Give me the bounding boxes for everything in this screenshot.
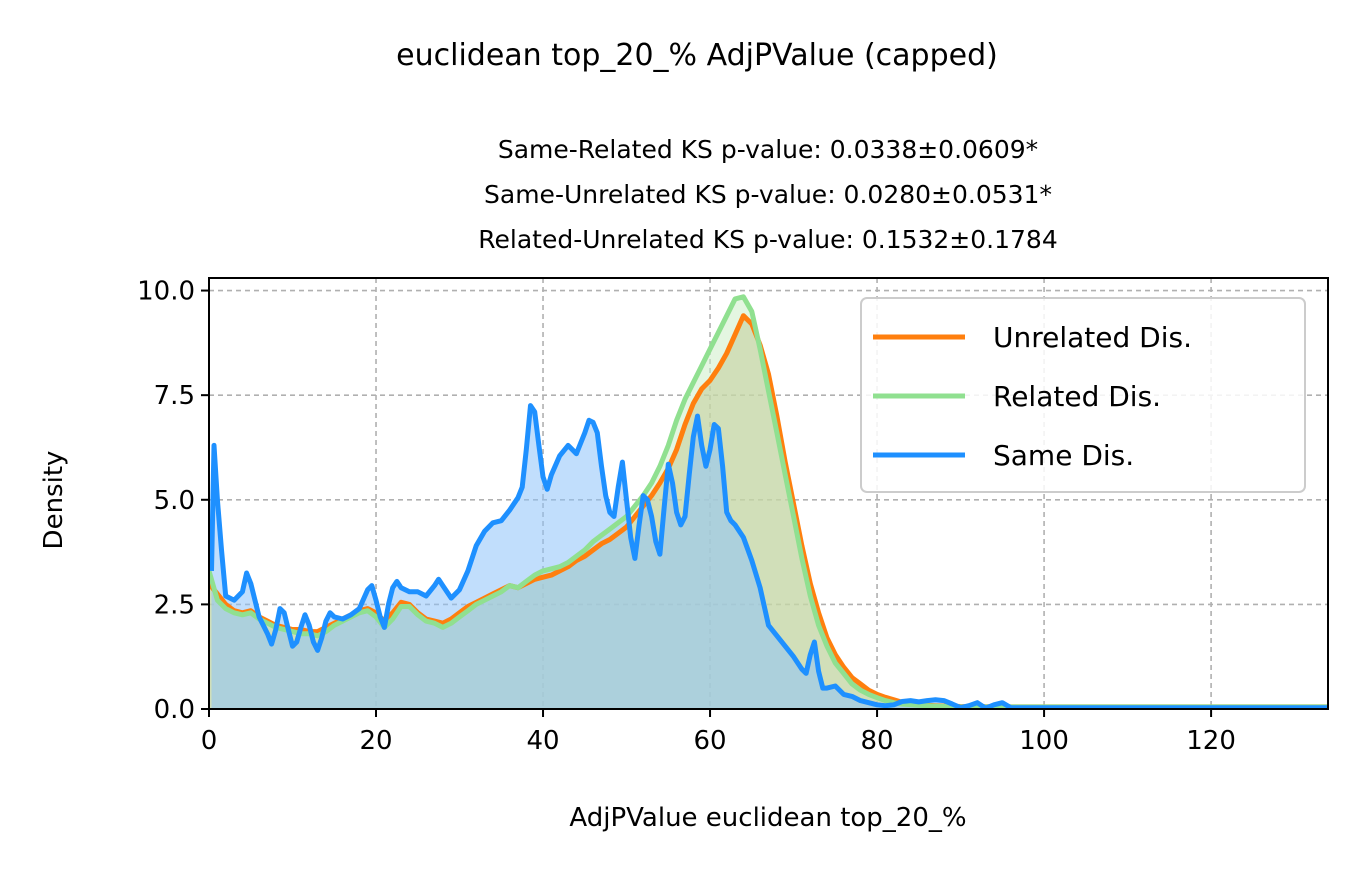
chart-subtitle-line-1: Same-Related KS p-value: 0.0338±0.0609*: [498, 135, 1038, 164]
y-axis-ticks: 0.0 2.5 5.0 7.5 10.0: [137, 277, 209, 725]
plot-frame: [208, 277, 1329, 710]
line-same-dis: [209, 403, 1328, 709]
x-tick-label: 60: [693, 726, 726, 756]
x-tick-label: 120: [1186, 726, 1236, 756]
legend: Unrelated Dis. Related Dis. Same Dis.: [860, 297, 1306, 493]
series-fills: [209, 296, 1328, 709]
x-tick-label: 0: [201, 726, 218, 756]
y-tick-label: 0.0: [154, 695, 195, 725]
legend-box: [860, 297, 1306, 493]
x-tick-label: 20: [359, 726, 392, 756]
x-tick-label: 100: [1019, 726, 1069, 756]
area-same-dis: [211, 405, 1328, 709]
x-tick-label: 80: [861, 726, 894, 756]
chart-subtitle-line-2: Same-Unrelated KS p-value: 0.0280±0.0531…: [484, 180, 1052, 209]
x-axis-label: AdjPValue euclidean top_20_%: [569, 803, 966, 833]
y-tick-label: 2.5: [154, 590, 195, 620]
y-axis-label: Density: [39, 451, 69, 550]
series-lines: [209, 294, 1328, 709]
chart-title: euclidean top_20_% AdjPValue (capped): [396, 38, 998, 73]
y-tick-label: 5.0: [154, 486, 195, 516]
legend-label-related-dis: Related Dis.: [993, 380, 1161, 413]
legend-label-unrelated-dis: Unrelated Dis.: [993, 321, 1192, 354]
chart-subtitle-line-3: Related-Unrelated KS p-value: 0.1532±0.1…: [478, 225, 1057, 254]
y-tick-label: 10.0: [137, 277, 195, 307]
x-axis-ticks: 0 20 40 60 80 100 120: [201, 709, 1236, 756]
line-related-dis: [209, 294, 1328, 709]
y-tick-label: 7.5: [154, 381, 195, 411]
x-tick-label: 40: [526, 726, 559, 756]
legend-label-same-dis: Same Dis.: [993, 439, 1134, 472]
